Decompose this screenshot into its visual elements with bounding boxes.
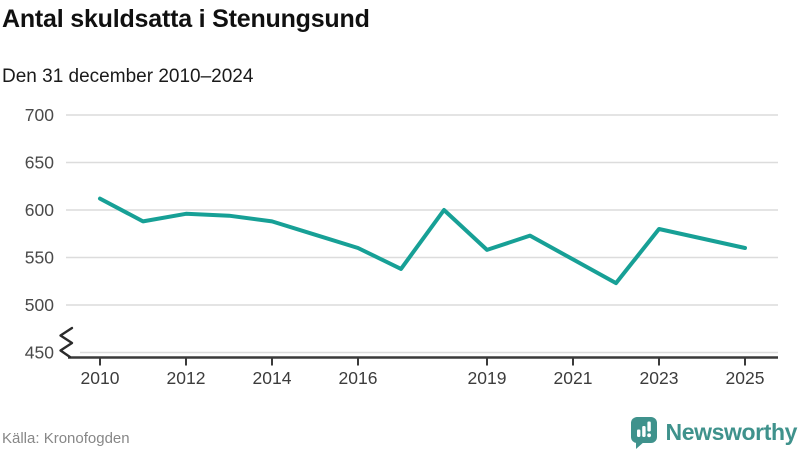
y-tick-label-450: 450 [25,343,54,363]
line-chart: 450 500 550 600 650 700 2010 2012 2014 2016 2019 20… [25,105,778,388]
axis-break-icon [59,326,74,359]
x-tick-label-2014: 2014 [253,368,292,388]
x-tick-label-2016: 2016 [339,368,378,388]
y-tick-label-600: 600 [25,200,54,220]
x-tick-label-2010: 2010 [81,368,120,388]
y-tick-label-500: 500 [25,295,54,315]
source-attribution: Källa: Kronofogden [2,430,130,447]
x-tick-label-2021: 2021 [554,368,593,388]
newsworthy-bubble-chart-icon [630,417,657,449]
x-tick-label-2025: 2025 [726,368,765,388]
x-tick-label-2023: 2023 [640,368,679,388]
x-tick-label-2019: 2019 [468,368,507,388]
series-line [98,196,747,286]
y-tick-label-550: 550 [25,248,54,268]
chart-subtitle: Den 31 december 2010–2024 [2,66,254,87]
page-title: Antal skuldsatta i Stenungsund [2,5,370,33]
y-tick-label-650: 650 [25,153,54,173]
y-tick-label-700: 700 [25,105,54,125]
newsworthy-logo[interactable]: Newsworthy [630,416,797,449]
x-tick-label-2012: 2012 [167,368,206,388]
brand-name: Newsworthy [665,419,798,445]
